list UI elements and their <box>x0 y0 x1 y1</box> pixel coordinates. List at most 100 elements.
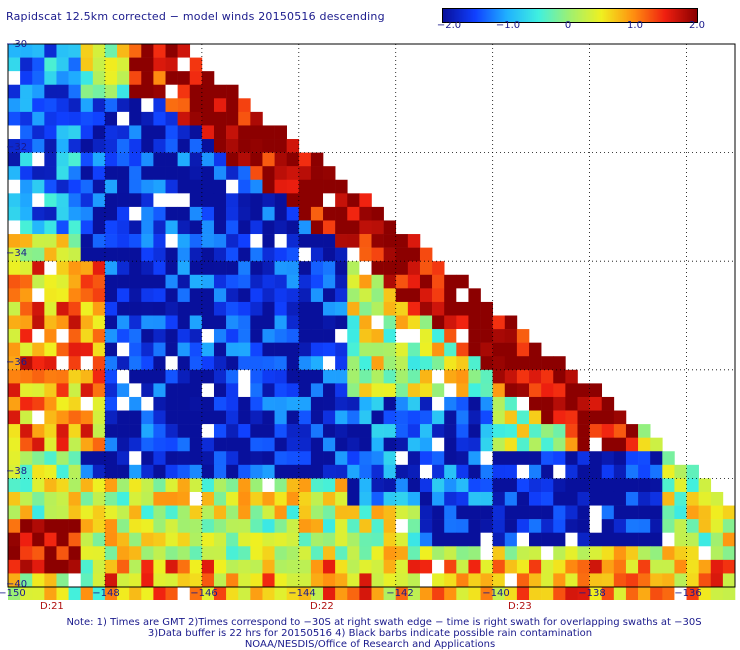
heatmap-cell <box>117 166 130 181</box>
heatmap-cell <box>189 546 203 561</box>
heatmap-cell <box>68 369 81 384</box>
heatmap-cell <box>177 478 191 493</box>
heatmap-cell <box>32 424 45 438</box>
heatmap-cell <box>286 220 300 235</box>
heatmap-cell <box>129 437 142 452</box>
heatmap-cell <box>213 166 227 181</box>
heatmap-cell <box>92 98 106 113</box>
heatmap-cell <box>80 247 94 262</box>
heatmap-cell <box>601 546 615 561</box>
heatmap-cell <box>383 356 397 371</box>
heatmap-cell <box>129 342 142 357</box>
heatmap-cell <box>359 424 372 438</box>
heatmap-cell <box>32 396 45 411</box>
heatmap-cell <box>274 532 287 547</box>
heatmap-cell <box>226 464 239 479</box>
heatmap-cell <box>625 573 639 588</box>
heatmap-cell <box>80 139 94 153</box>
heatmap-cell <box>613 464 627 479</box>
heatmap-cell <box>516 559 530 574</box>
heatmap-cell <box>117 206 130 221</box>
heatmap-cell <box>117 573 130 588</box>
heatmap-cell <box>201 519 215 534</box>
heatmap-cell <box>104 247 118 262</box>
heatmap-cell <box>250 220 263 235</box>
heatmap-cell <box>383 478 397 493</box>
heatmap-cell <box>444 437 457 452</box>
heatmap-cell <box>189 247 203 262</box>
heatmap-cell <box>153 369 166 384</box>
heatmap-cell <box>104 234 118 248</box>
heatmap-cell <box>274 139 287 153</box>
heatmap-cell <box>347 234 360 248</box>
heatmap-cell <box>165 383 178 398</box>
heatmap-cell <box>129 98 142 113</box>
heatmap-cell <box>456 342 469 357</box>
heatmap-cell <box>335 247 348 262</box>
heatmap-cell <box>383 369 397 384</box>
heatmap-cell <box>165 152 178 167</box>
heatmap-cell <box>274 410 287 425</box>
heatmap-cell <box>335 464 348 479</box>
heatmap-cell <box>117 301 130 316</box>
heatmap-cell <box>250 234 263 248</box>
heatmap-cell <box>92 546 106 561</box>
heatmap-cell <box>141 206 154 221</box>
heatmap-cell <box>8 44 21 58</box>
heatmap-cell <box>92 464 106 479</box>
heatmap-cell <box>141 356 154 371</box>
heatmap-cell <box>8 505 21 520</box>
heatmap-cell <box>456 491 469 506</box>
heatmap-cell <box>44 573 57 588</box>
heatmap-cell <box>56 111 69 126</box>
heatmap-cell <box>141 451 154 466</box>
heatmap-cell <box>674 573 687 588</box>
heatmap-cell <box>395 451 409 466</box>
heatmap-cell <box>80 44 94 58</box>
heatmap-cell <box>8 315 21 330</box>
heatmap-cell <box>432 464 445 479</box>
heatmap-cell <box>213 139 227 153</box>
heatmap-cell <box>710 573 724 588</box>
heatmap-cell <box>407 356 421 371</box>
heatmap-cell <box>20 98 33 113</box>
heatmap-cell <box>516 356 530 371</box>
heatmap-cell <box>516 573 530 588</box>
heatmap-cell <box>8 519 21 534</box>
heatmap-cell <box>8 410 21 425</box>
heatmap-cell <box>262 166 275 181</box>
heatmap-cell <box>68 437 81 452</box>
heatmap-cell <box>153 71 166 86</box>
heatmap-cell <box>250 519 263 534</box>
heatmap-cell <box>129 491 142 506</box>
heatmap-cell <box>92 451 106 466</box>
heatmap-cell <box>419 247 433 262</box>
heatmap-cell <box>613 424 627 438</box>
heatmap-cell <box>226 247 239 262</box>
heatmap-cell <box>129 179 142 194</box>
heatmap-cell <box>262 464 275 479</box>
heatmap-cell <box>104 71 118 86</box>
heatmap-cell <box>226 111 239 126</box>
heatmap-cell <box>492 505 506 520</box>
heatmap-cell <box>286 342 300 357</box>
heatmap-cell <box>310 478 324 493</box>
heatmap-cell <box>68 342 81 357</box>
heatmap-cell <box>577 424 590 438</box>
heatmap-cell <box>444 301 457 316</box>
heatmap-cell <box>407 532 421 547</box>
heatmap-cell <box>480 532 493 547</box>
heatmap-cell <box>44 451 57 466</box>
heatmap-cell <box>44 57 57 72</box>
heatmap-cell <box>613 410 627 425</box>
heatmap-cell <box>141 152 154 167</box>
heatmap-cell <box>553 410 566 425</box>
heatmap-cell <box>504 424 518 438</box>
heatmap-cell <box>383 234 397 248</box>
colorbar-tick: 1.0 <box>627 20 643 31</box>
heatmap-cell <box>432 532 445 547</box>
heatmap-cell <box>153 111 166 126</box>
heatmap-cell <box>117 546 130 561</box>
heatmap-cell <box>553 437 566 452</box>
heatmap-cell <box>201 369 215 384</box>
